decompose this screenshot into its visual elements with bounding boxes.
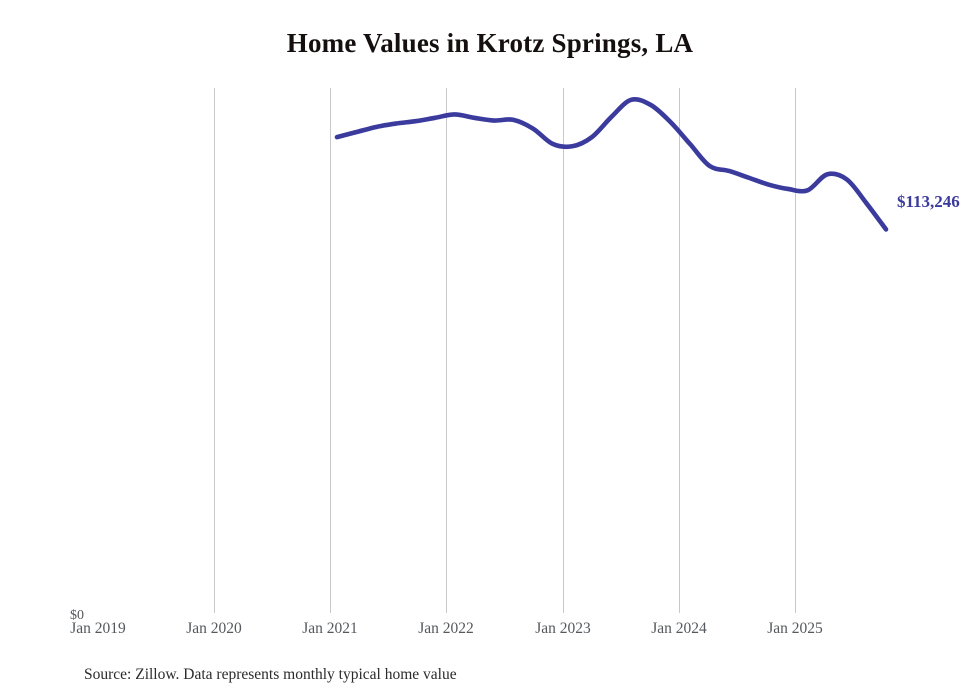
x-axis-tick-jan-2022: Jan 2022 (418, 620, 474, 637)
gridline-jan-2022 (446, 88, 447, 613)
gridline-jan-2023 (563, 88, 564, 613)
home-value-line (334, 96, 889, 232)
gridline-jan-2024 (679, 88, 680, 613)
x-axis-tick-jan-2025: Jan 2025 (767, 620, 823, 637)
x-axis-tick-jan-2021: Jan 2021 (302, 620, 358, 637)
chart-title: Home Values in Krotz Springs, LA (286, 28, 694, 58)
end-value-label: $113,246 (897, 192, 960, 211)
x-axis-tick-jan-2023: Jan 2023 (535, 620, 591, 637)
gridline-jan-2025 (795, 88, 796, 613)
source-note: Source: Zillow. Data represents monthly … (84, 666, 457, 683)
x-axis-tick-jan-2024: Jan 2024 (651, 620, 707, 637)
gridline-jan-2021 (330, 88, 331, 613)
y-axis-tick-zero: $0 (70, 608, 84, 623)
x-axis-tick-jan-2020: Jan 2020 (186, 620, 242, 637)
x-axis-tick-jan-2019: Jan 2019 (70, 620, 126, 637)
gridline-jan-2020 (214, 88, 215, 613)
